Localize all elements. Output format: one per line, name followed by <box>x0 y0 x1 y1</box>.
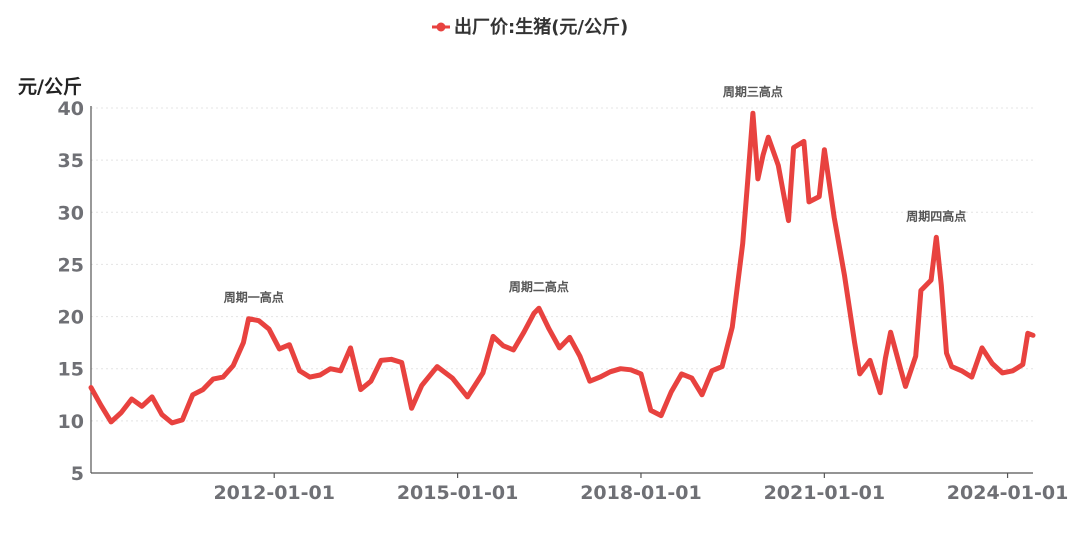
legend-marker <box>436 22 446 32</box>
x-axis: 2012-01-01 2015-01-01 2018-01-01 2021-01-01… <box>90 106 1069 504</box>
y-tick-label: 20 <box>58 307 84 329</box>
x-tick-label: 2024-01-01 <box>947 482 1069 504</box>
y-tick-label: 35 <box>58 150 84 172</box>
legend[interactable]: 出厂价:生猪(元/公斤) <box>432 16 628 38</box>
annotation-label: 周期一高点 <box>224 290 284 305</box>
grid <box>91 107 1033 422</box>
y-tick-label: 15 <box>58 359 84 381</box>
y-axis: 5 10 15 20 25 30 35 40 <box>58 98 84 485</box>
annotation-label: 周期二高点 <box>509 279 569 294</box>
y-tick-label: 25 <box>58 254 84 276</box>
y-tick-label: 30 <box>58 202 84 224</box>
series-line-pork-price[interactable] <box>88 110 1036 426</box>
x-tick-label: 2012-01-01 <box>213 482 335 504</box>
annotation-label: 周期三高点 <box>723 84 783 99</box>
y-tick-label: 5 <box>71 463 84 485</box>
annotation-label: 周期四高点 <box>906 208 966 223</box>
x-tick-label: 2015-01-01 <box>397 482 519 504</box>
x-tick-label: 2021-01-01 <box>764 482 886 504</box>
y-tick-label: 10 <box>58 411 84 433</box>
y-tick-label: 40 <box>58 98 84 120</box>
x-tick-label: 2018-01-01 <box>580 482 702 504</box>
y-axis-unit-label: 元/公斤 <box>18 76 82 98</box>
legend-label: 出厂价:生猪(元/公斤) <box>454 16 628 38</box>
